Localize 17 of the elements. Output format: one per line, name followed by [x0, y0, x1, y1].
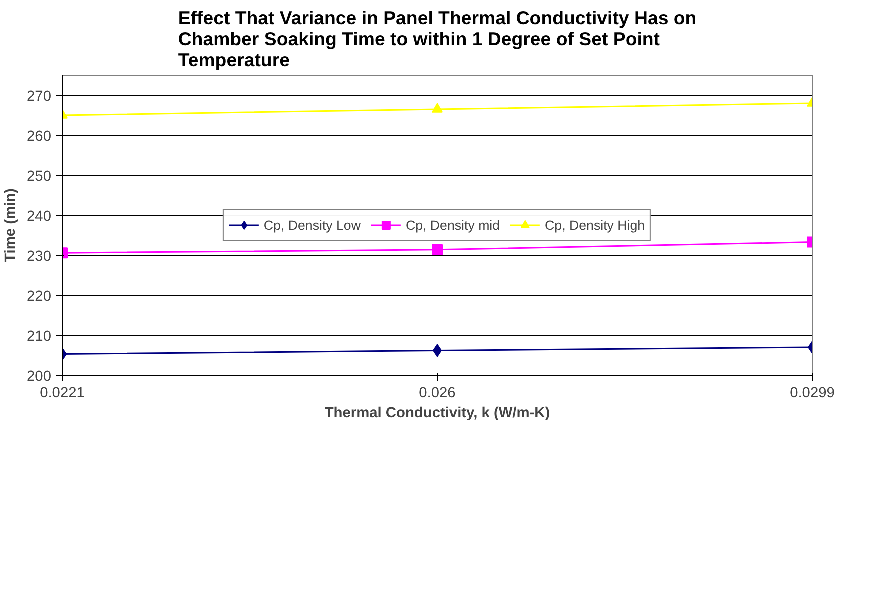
y-tick-label: 270 [27, 89, 52, 105]
x-tick-label: 0.026 [419, 386, 456, 402]
y-tick-label: 210 [27, 329, 52, 345]
y-tick-label: 200 [27, 369, 52, 385]
x-tick-label: 0.0221 [40, 386, 85, 402]
legend-label: Cp, Density mid [406, 218, 500, 232]
y-tick-label: 220 [27, 289, 52, 305]
chart-title: Effect That Variance in Panel Thermal Conductivity Has on Chamber Soaking Time to within 1 Degree of Set Point Temperature [178, 8, 697, 70]
x-tick-label: 0.0299 [790, 386, 835, 402]
y-tick-label: 260 [27, 129, 52, 145]
y-tick-label: 250 [27, 169, 52, 185]
x-axis-title: Thermal Conductivity, k (W/m-K) [324, 406, 550, 422]
y-tick-label: 240 [27, 209, 52, 225]
legend-label: Cp, Density Low [264, 218, 361, 232]
y-axis-title: Time (min) [3, 188, 20, 262]
legend-label: Cp, Density High [545, 218, 646, 232]
y-tick-label: 230 [27, 249, 52, 265]
